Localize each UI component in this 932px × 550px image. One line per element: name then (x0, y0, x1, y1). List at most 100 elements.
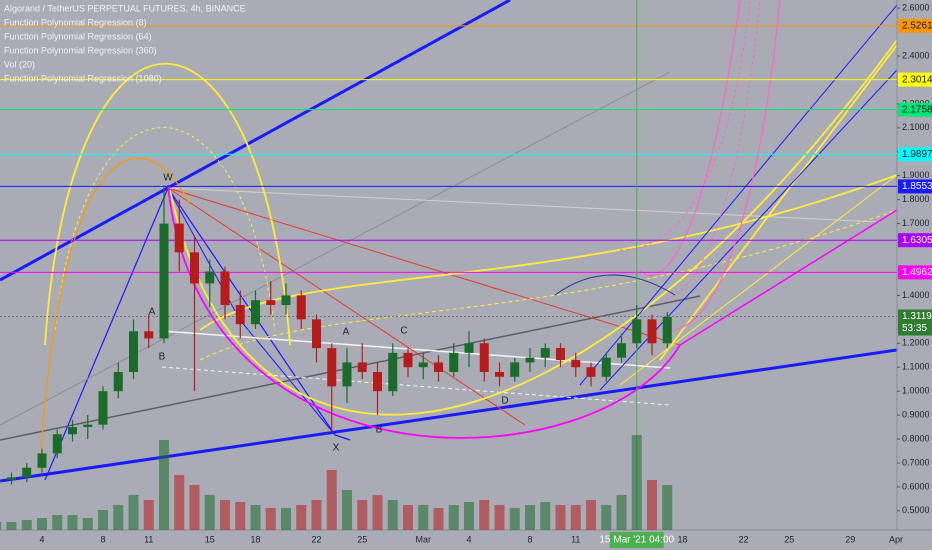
x-tick-label: 4 (466, 534, 471, 544)
candle-body (434, 362, 443, 373)
regression-curve (169, 39, 898, 416)
x-tick-label: 25 (784, 534, 794, 544)
candle-body (418, 362, 428, 368)
volume-bar (128, 495, 139, 530)
candle-body (312, 319, 321, 349)
x-tick-label: 4 (39, 534, 44, 544)
price-label: 2.5261 (902, 20, 932, 31)
volume-bar (0, 522, 2, 530)
volume-bar (418, 505, 429, 530)
volume-bar (448, 505, 459, 530)
y-tick-label: 1.4000 (902, 290, 930, 300)
candle-body (617, 343, 626, 358)
volume-bar (296, 505, 307, 530)
candle-body (235, 304, 245, 325)
indicator-label: Function Polynomial Regression (8) (4, 17, 147, 27)
candle-body (7, 477, 16, 480)
price-label-box (898, 265, 932, 280)
candle-body (98, 391, 108, 425)
volume-bar (311, 500, 322, 530)
candle-body (52, 434, 62, 454)
pattern-label: D (501, 396, 508, 407)
volume-bar (631, 435, 642, 530)
volume-bar (6, 522, 17, 530)
regression-curve (199, 209, 898, 361)
trendline (0, 348, 898, 483)
volume-bar (82, 518, 93, 530)
x-tick-label: Mar (416, 534, 432, 544)
y-tick-label: 0.9000 (902, 409, 930, 419)
y-tick-label: 2.6000 (902, 3, 930, 13)
candle-body (281, 295, 291, 305)
x-tick-label: 8 (527, 534, 532, 544)
trendline (659, 44, 898, 361)
volume-bar (601, 505, 612, 530)
regression-curve (167, 184, 681, 439)
indicator-label: Function Polynomial Regression (360) (4, 45, 157, 55)
volume-bar (616, 495, 627, 530)
x-tick-label: 11 (144, 534, 153, 544)
x-tick-label: 15 (205, 534, 215, 544)
y-tick-label: 0.7000 (902, 457, 930, 467)
candle-body (83, 424, 93, 428)
price-label-box (898, 102, 932, 117)
volume-bar (525, 505, 535, 530)
indicator-label: Function Polynomial Regression (64) (4, 31, 152, 41)
candle-body (449, 352, 459, 373)
price-label-box (898, 233, 932, 248)
crosshair-label: 15 Mar '21 04:00 (599, 535, 674, 546)
volume-bar (67, 515, 78, 530)
x-tick-label: 18 (677, 534, 687, 544)
x-tick-label: 18 (250, 534, 260, 544)
pattern-label: W (163, 173, 173, 184)
candle-body (632, 319, 642, 344)
candle-body (342, 362, 352, 387)
volume-bar (372, 495, 383, 530)
volume-bar (509, 508, 520, 530)
pattern-label: B (376, 425, 383, 436)
x-tick-label: 22 (738, 534, 748, 544)
volume-bar (204, 495, 215, 530)
candle-body (220, 271, 230, 305)
candle-body (571, 360, 581, 368)
trendline (0, 0, 511, 282)
price-label: 1.9897 (902, 149, 932, 160)
indicator-label: Vol (20) (4, 59, 35, 69)
x-tick-label: 8 (100, 534, 105, 544)
regression-curve (44, 63, 291, 346)
candle-body (37, 453, 47, 468)
last-price-box (898, 309, 932, 336)
volume-bar (555, 505, 566, 530)
price-label: 2.1758 (902, 104, 932, 115)
candle-body (296, 295, 306, 320)
channel-line (161, 330, 671, 369)
candle-body (586, 367, 596, 377)
pattern-label: C (400, 326, 407, 337)
volume-bar (37, 518, 47, 530)
volume-bar (433, 508, 444, 530)
candle-body (556, 348, 565, 361)
regression-curve (619, 0, 751, 251)
candle-body (464, 343, 474, 353)
candle-body (662, 316, 672, 344)
candle-body (266, 300, 276, 305)
pattern-label: X (333, 443, 340, 454)
volume-bar (647, 480, 657, 530)
x-tick-label: 22 (311, 534, 321, 544)
candle-body (251, 300, 260, 325)
y-tick-label: 1.7000 (902, 218, 930, 228)
regression-curve (554, 274, 676, 296)
volume-bar (113, 505, 124, 530)
volume-bar (464, 502, 474, 530)
trendline (167, 187, 681, 346)
candle-body (525, 357, 535, 363)
volume-bar (540, 502, 551, 530)
candle-body (601, 357, 611, 377)
pattern-label: A (343, 327, 350, 338)
y-tick-label: 1.2000 (902, 338, 930, 348)
volume-bar (265, 508, 276, 530)
volume-bar (326, 470, 337, 530)
candle-body (129, 331, 138, 373)
y-tick-label: 0.8000 (902, 433, 930, 443)
